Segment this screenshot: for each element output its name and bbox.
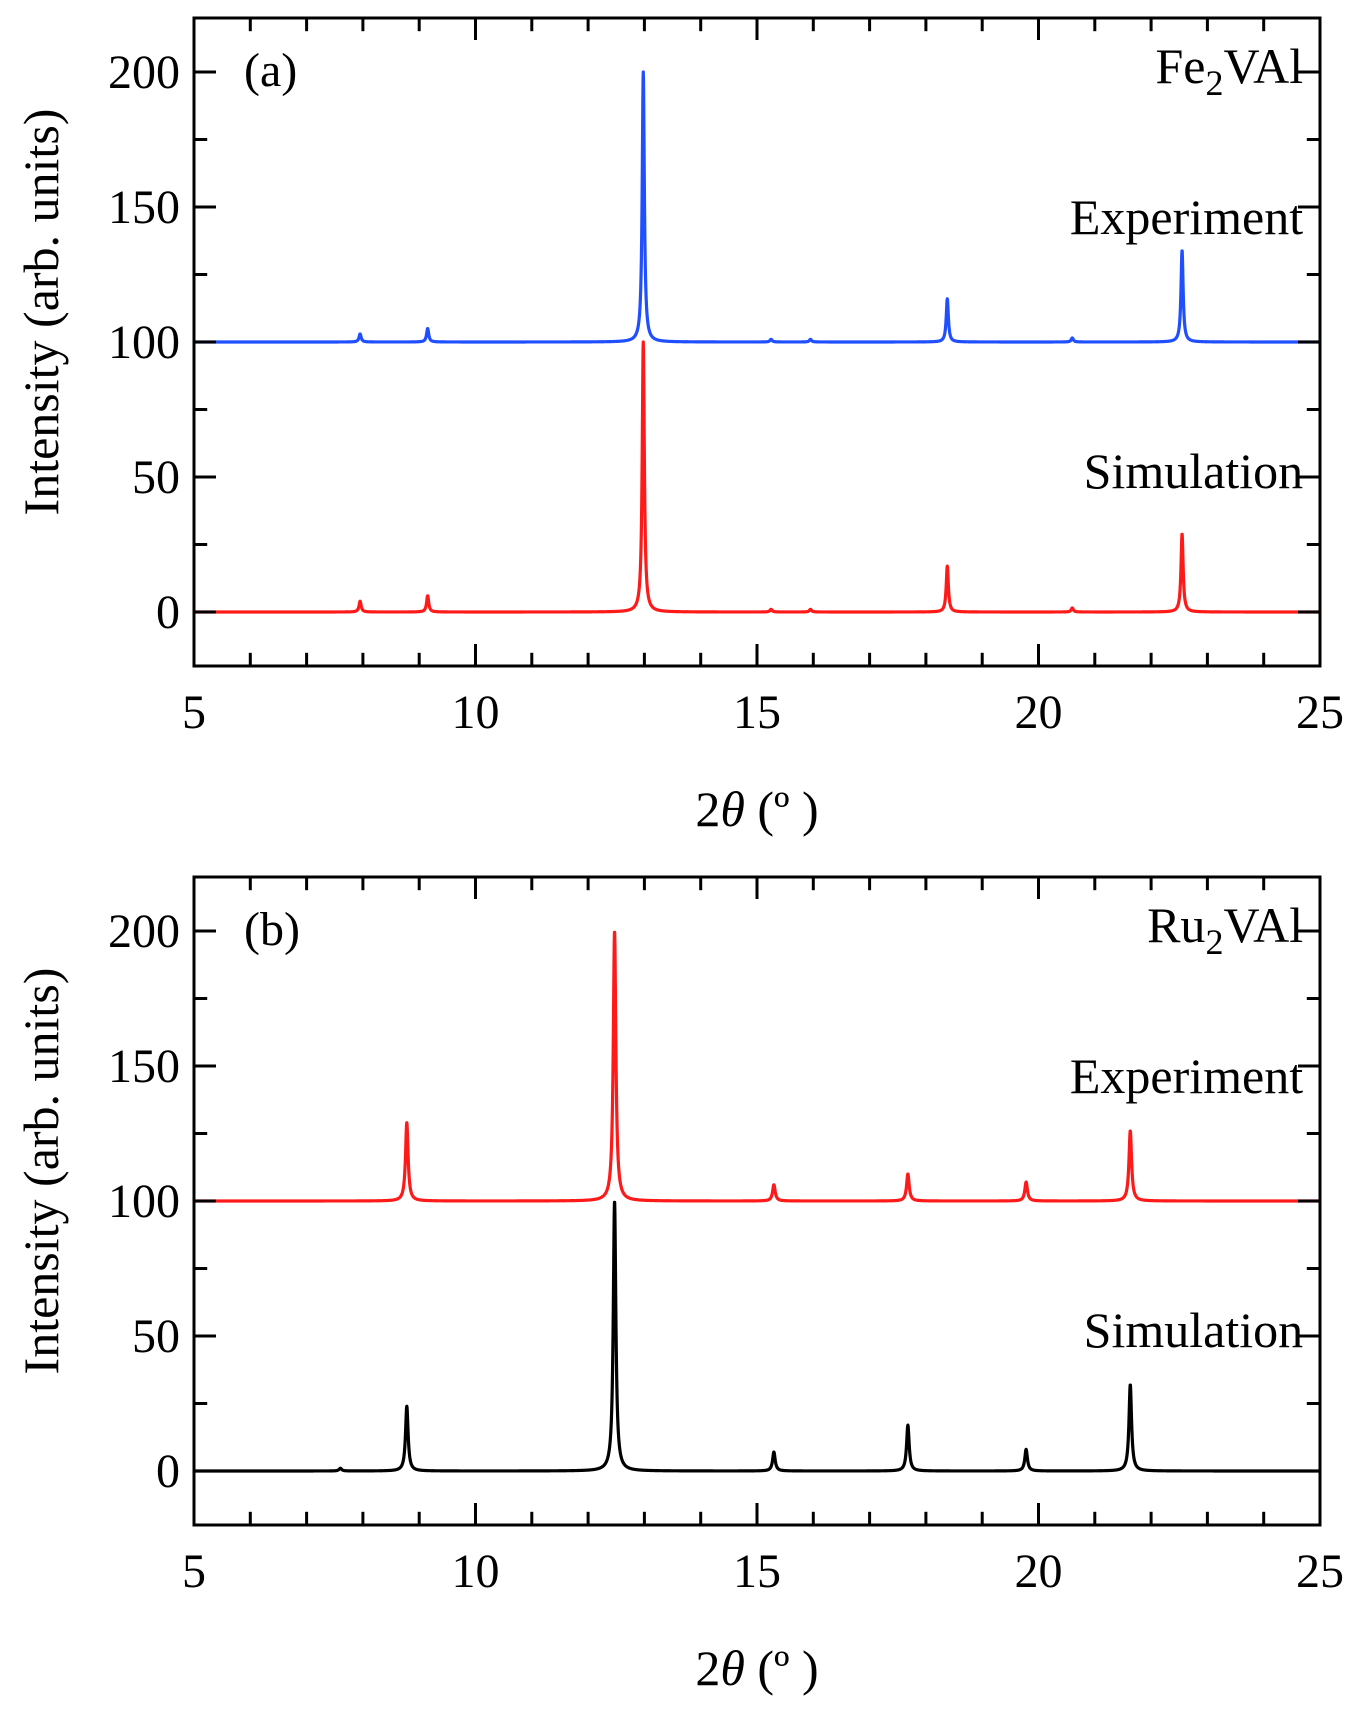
panel-b-compound-label: Ru2VAl [1147, 897, 1303, 962]
panel-a-compound-label: Fe2VAl [1155, 38, 1303, 103]
panel-a-panel-label: (a) [244, 44, 297, 97]
panel-b-y-tick-label: 0 [156, 1445, 180, 1498]
panel-a-y-tick-label: 200 [108, 46, 180, 99]
panel-a-series-simulation-line [192, 340, 1322, 614]
panel-b-annotation-simulation: Simulation [1084, 1302, 1303, 1358]
panel-b-y-axis-title: Intensity (arb. units) [13, 968, 69, 1375]
panel-a-y-tick-label: 0 [156, 586, 180, 639]
panel-a-annotation-simulation: Simulation [1084, 443, 1303, 499]
panel-b-series-experiment-line [192, 930, 1322, 1203]
panel-a-x-tick-label: 25 [1296, 686, 1344, 739]
panel-b-y-tick-label: 50 [132, 1310, 180, 1363]
panel-b-y-tick-label: 100 [108, 1175, 180, 1228]
panel-a-x-tick-label: 15 [733, 686, 781, 739]
panel-b-x-axis-title: 2θ (º ) [695, 1640, 818, 1696]
panel-b-chart: 5 10 15 20 25 0 50 100 150 200 2θ (º ) Intensity (a… [13, 875, 1344, 1696]
panel-a-series-experiment-line [192, 70, 1322, 344]
panel-b-x-tick-label: 20 [1015, 1545, 1063, 1598]
panel-a-x-tick-label: 10 [452, 686, 500, 739]
panel-b-y-tick-label: 150 [108, 1040, 180, 1093]
panel-b-series-simulation-line [192, 1200, 1322, 1473]
panel-b-x-tick-label: 25 [1296, 1545, 1344, 1598]
panel-a-annotation-experiment: Experiment [1070, 189, 1303, 245]
panel-a-x-axis-title: 2θ (º ) [695, 781, 818, 837]
panel-a-y-axis-title: Intensity (arb. units) [13, 109, 69, 516]
panel-a-x-tick-label: 5 [182, 686, 206, 739]
panel-b-annotation-experiment: Experiment [1070, 1048, 1303, 1104]
panel-b-x-tick-label: 15 [733, 1545, 781, 1598]
panel-b-y-tick-label: 200 [108, 905, 180, 958]
panel-a-y-tick-label: 150 [108, 181, 180, 234]
panel-a-y-tick-label: 50 [132, 451, 180, 504]
panel-a-x-tick-label: 20 [1015, 686, 1063, 739]
panel-b-x-tick-label: 5 [182, 1545, 206, 1598]
panel-a-y-tick-label: 100 [108, 316, 180, 369]
panel-b-panel-label: (b) [244, 903, 300, 956]
panel-b-x-tick-label: 10 [452, 1545, 500, 1598]
panel-a-chart: 5 10 15 20 25 0 50 100 150 200 2θ (º ) Intensity (a… [13, 16, 1344, 837]
